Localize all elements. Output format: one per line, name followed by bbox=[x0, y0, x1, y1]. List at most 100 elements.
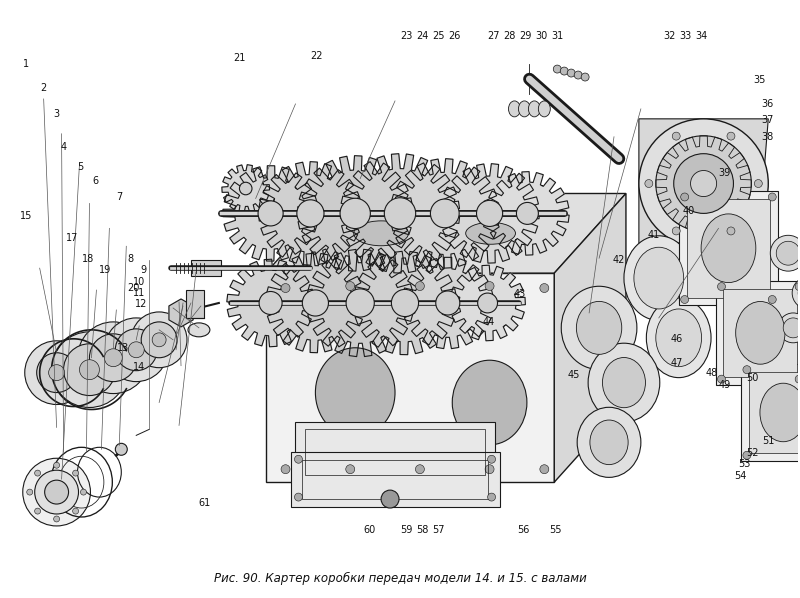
Text: 24: 24 bbox=[416, 31, 429, 41]
Circle shape bbox=[478, 293, 498, 313]
Circle shape bbox=[581, 73, 589, 81]
Text: 49: 49 bbox=[718, 380, 731, 390]
Text: 22: 22 bbox=[310, 51, 322, 61]
Text: 33: 33 bbox=[679, 31, 691, 41]
Text: 15: 15 bbox=[19, 210, 32, 221]
Circle shape bbox=[25, 341, 89, 404]
Circle shape bbox=[79, 360, 99, 380]
Circle shape bbox=[37, 353, 77, 392]
Circle shape bbox=[239, 182, 252, 195]
Circle shape bbox=[104, 318, 168, 382]
Circle shape bbox=[574, 71, 582, 79]
Circle shape bbox=[54, 516, 59, 522]
Ellipse shape bbox=[466, 222, 515, 244]
Text: 23: 23 bbox=[400, 31, 413, 41]
Polygon shape bbox=[354, 251, 457, 355]
Ellipse shape bbox=[701, 214, 756, 283]
Text: 44: 44 bbox=[483, 316, 495, 327]
Circle shape bbox=[346, 465, 354, 474]
Text: 6: 6 bbox=[93, 176, 99, 186]
Circle shape bbox=[718, 283, 726, 291]
Bar bbox=[306, 429, 485, 475]
Circle shape bbox=[718, 375, 726, 383]
Circle shape bbox=[743, 366, 751, 374]
Polygon shape bbox=[402, 257, 494, 349]
Circle shape bbox=[768, 295, 776, 303]
Bar bbox=[186, 290, 204, 318]
Polygon shape bbox=[227, 259, 314, 347]
Ellipse shape bbox=[588, 343, 660, 422]
Ellipse shape bbox=[602, 358, 646, 408]
Ellipse shape bbox=[538, 101, 550, 117]
Circle shape bbox=[778, 313, 800, 343]
Bar bbox=[290, 452, 499, 507]
Polygon shape bbox=[266, 254, 365, 353]
Text: 18: 18 bbox=[82, 254, 94, 264]
Circle shape bbox=[798, 283, 800, 303]
Ellipse shape bbox=[315, 348, 395, 437]
Circle shape bbox=[22, 458, 90, 526]
Circle shape bbox=[672, 227, 680, 235]
Circle shape bbox=[54, 462, 59, 468]
Circle shape bbox=[115, 443, 127, 455]
Text: 35: 35 bbox=[754, 75, 766, 85]
Circle shape bbox=[294, 455, 302, 463]
Polygon shape bbox=[639, 119, 768, 243]
Ellipse shape bbox=[518, 101, 530, 117]
Circle shape bbox=[81, 489, 86, 495]
Ellipse shape bbox=[736, 301, 785, 364]
Polygon shape bbox=[258, 161, 362, 265]
Text: 58: 58 bbox=[416, 525, 429, 535]
Circle shape bbox=[115, 329, 157, 371]
Circle shape bbox=[415, 465, 424, 474]
Circle shape bbox=[727, 227, 735, 235]
Polygon shape bbox=[390, 158, 499, 268]
Circle shape bbox=[340, 199, 370, 228]
Bar bbox=[302, 460, 487, 499]
Text: 56: 56 bbox=[518, 525, 530, 535]
Circle shape bbox=[281, 465, 290, 474]
Bar bbox=[686, 199, 770, 298]
Text: 60: 60 bbox=[364, 525, 376, 535]
Ellipse shape bbox=[354, 221, 409, 246]
Text: 38: 38 bbox=[762, 132, 774, 142]
Circle shape bbox=[128, 342, 144, 358]
Text: 31: 31 bbox=[551, 31, 564, 41]
Ellipse shape bbox=[509, 101, 521, 117]
Text: 27: 27 bbox=[488, 31, 500, 41]
Text: 42: 42 bbox=[613, 255, 625, 266]
Circle shape bbox=[436, 291, 460, 315]
Polygon shape bbox=[656, 136, 751, 231]
Text: 32: 32 bbox=[663, 31, 675, 41]
Text: 41: 41 bbox=[647, 230, 659, 240]
Text: 40: 40 bbox=[682, 206, 694, 216]
Circle shape bbox=[672, 132, 680, 140]
Text: 28: 28 bbox=[504, 31, 516, 41]
Text: 45: 45 bbox=[567, 370, 580, 380]
Polygon shape bbox=[440, 164, 539, 263]
Circle shape bbox=[656, 136, 751, 231]
Circle shape bbox=[34, 470, 41, 476]
Circle shape bbox=[152, 333, 166, 347]
Text: 20: 20 bbox=[127, 283, 139, 293]
Text: 37: 37 bbox=[762, 115, 774, 126]
Polygon shape bbox=[340, 154, 460, 273]
Text: 21: 21 bbox=[233, 53, 246, 63]
Text: 9: 9 bbox=[141, 266, 146, 276]
Circle shape bbox=[517, 203, 538, 224]
Ellipse shape bbox=[577, 407, 641, 477]
Circle shape bbox=[259, 291, 282, 315]
Text: 61: 61 bbox=[198, 498, 211, 508]
Circle shape bbox=[346, 289, 374, 317]
Text: 12: 12 bbox=[135, 299, 147, 309]
Circle shape bbox=[34, 508, 41, 514]
Circle shape bbox=[34, 470, 78, 514]
Text: 17: 17 bbox=[66, 233, 78, 243]
Text: Рис. 90. Картер коробки передач модели 14. и 15. с валами: Рис. 90. Картер коробки передач модели 1… bbox=[214, 572, 586, 585]
Polygon shape bbox=[306, 249, 414, 356]
Text: 4: 4 bbox=[61, 142, 67, 152]
Circle shape bbox=[78, 322, 149, 393]
Bar bbox=[715, 280, 800, 385]
Ellipse shape bbox=[646, 298, 711, 377]
Circle shape bbox=[258, 201, 283, 226]
